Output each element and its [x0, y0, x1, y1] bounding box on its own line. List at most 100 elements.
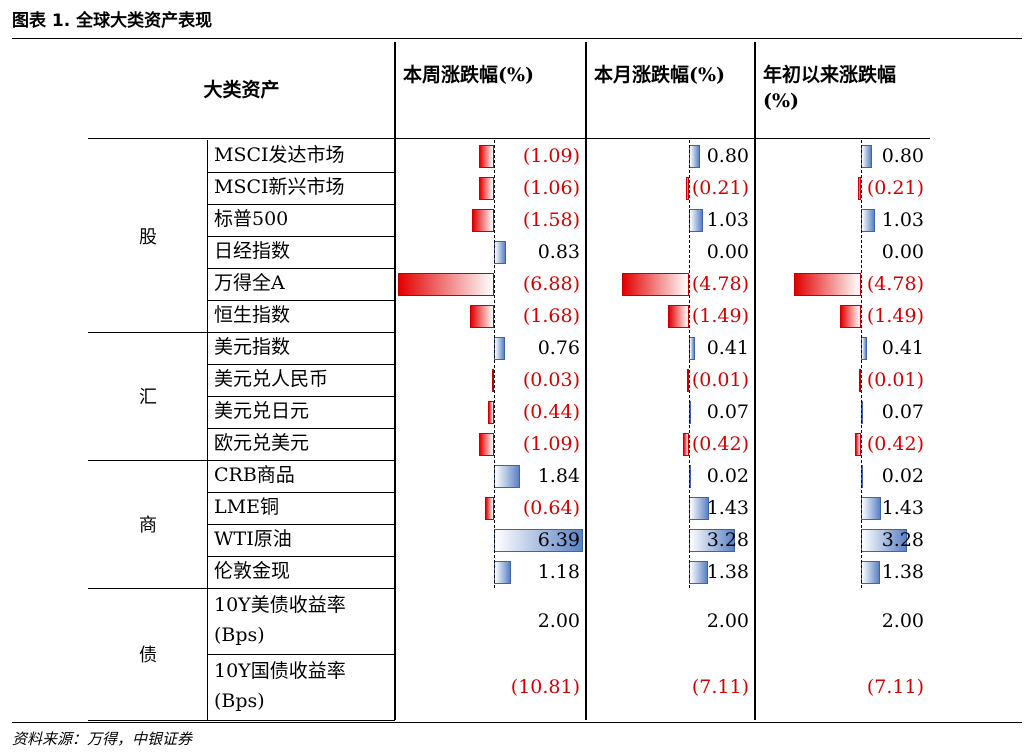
- value-cell-month: (4.78): [691, 273, 749, 295]
- row-label: 欧元兑美元: [214, 432, 310, 454]
- header-week: 本周涨跌幅(%): [403, 64, 535, 86]
- group-label: 债: [139, 645, 157, 666]
- data-bar: [683, 433, 689, 456]
- row-label: 美元兑日元: [214, 400, 310, 422]
- figure-title: 图表 1. 全球大类资产表现: [12, 11, 213, 31]
- value-cell-week: (1.09): [522, 433, 580, 455]
- value-cell-week: (0.64): [522, 497, 580, 519]
- group-divider: [88, 588, 208, 589]
- value-cell-month: (7.11): [691, 676, 749, 698]
- row-label: 美元指数: [214, 336, 291, 358]
- row-divider: [208, 332, 395, 333]
- value-cell-ytd: 3.28: [881, 529, 924, 551]
- column-separator: [585, 42, 587, 720]
- row-divider: [208, 460, 395, 461]
- value-cell-month: (0.21): [691, 177, 749, 199]
- value-cell-month: 2.00: [706, 610, 749, 632]
- column-separator: [394, 42, 396, 720]
- row-divider: [208, 492, 395, 493]
- zero-axis: [494, 140, 495, 588]
- value-cell-ytd: (0.42): [866, 433, 924, 455]
- value-cell-month: 1.03: [706, 209, 749, 231]
- data-bar: [622, 273, 689, 296]
- row-divider: [208, 588, 395, 589]
- value-cell-ytd: 0.02: [881, 465, 924, 487]
- value-cell-week: 6.39: [537, 529, 580, 551]
- data-bar: [686, 177, 689, 200]
- column-separator: [754, 42, 756, 720]
- value-cell-month: 0.80: [706, 145, 749, 167]
- value-cell-ytd: 0.07: [881, 401, 924, 423]
- value-cell-week: (1.68): [522, 305, 580, 327]
- data-bar: [487, 401, 494, 424]
- value-cell-month: (0.42): [691, 433, 749, 455]
- value-cell-week: (1.09): [522, 145, 580, 167]
- title-rule: [12, 38, 1022, 39]
- value-cell-ytd: (7.11): [866, 676, 924, 698]
- row-label: MSCI新兴市场: [214, 176, 345, 198]
- value-cell-week: 1.84: [537, 465, 580, 487]
- header-rule: [88, 138, 930, 139]
- value-cell-ytd: 1.03: [881, 209, 924, 231]
- row-label: LME铜: [214, 496, 279, 518]
- data-bar: [855, 433, 861, 456]
- value-cell-ytd: (0.21): [866, 177, 924, 199]
- value-cell-ytd: (1.49): [866, 305, 924, 327]
- value-cell-ytd: (4.78): [866, 273, 924, 295]
- value-cell-week: 2.00: [537, 610, 580, 632]
- value-cell-month: (1.49): [691, 305, 749, 327]
- data-bar: [397, 273, 494, 296]
- data-bar: [687, 369, 689, 392]
- group-divider: [88, 332, 208, 333]
- data-bar: [859, 369, 861, 392]
- data-bar: [478, 433, 494, 456]
- value-cell-week: (0.03): [522, 369, 580, 391]
- value-cell-ytd: 1.38: [881, 561, 924, 583]
- row-label: 日经指数: [214, 240, 291, 262]
- value-cell-ytd: (0.01): [866, 369, 924, 391]
- group-divider: [88, 460, 208, 461]
- row-divider: [208, 428, 395, 429]
- row-label: 恒生指数: [214, 304, 291, 326]
- header-asset: 大类资产: [203, 79, 280, 101]
- group-label: 商: [139, 515, 157, 536]
- row-label: CRB商品: [214, 464, 295, 486]
- data-bar: [485, 497, 494, 520]
- group-label: 股: [139, 227, 157, 248]
- header-ytd: 年初以来涨跌幅(%): [763, 64, 897, 112]
- value-cell-week: (10.81): [510, 676, 580, 698]
- data-bar: [840, 305, 861, 328]
- value-cell-ytd: 0.00: [881, 241, 924, 263]
- row-label: 10Y国债收益率(Bps): [214, 660, 346, 712]
- row-divider: [208, 268, 395, 269]
- data-bar: [858, 177, 861, 200]
- zero-axis: [689, 140, 690, 588]
- value-cell-month: 3.28: [706, 529, 749, 551]
- value-cell-month: 1.38: [706, 561, 749, 583]
- group-label: 汇: [139, 387, 157, 408]
- row-label: 万得全A: [214, 272, 285, 294]
- value-cell-week: (0.44): [522, 401, 580, 423]
- group-divider: [88, 720, 208, 721]
- value-cell-month: 0.02: [706, 465, 749, 487]
- row-divider: [208, 204, 395, 205]
- value-cell-week: 0.83: [537, 241, 580, 263]
- value-cell-week: (6.88): [522, 273, 580, 295]
- value-cell-ytd: 2.00: [881, 610, 924, 632]
- row-divider: [208, 300, 395, 301]
- row-divider: [208, 236, 395, 237]
- value-cell-ytd: 0.41: [881, 337, 924, 359]
- value-cell-week: 1.18: [537, 561, 580, 583]
- row-divider: [208, 396, 395, 397]
- row-divider: [208, 556, 395, 557]
- row-label: 10Y美债收益率(Bps): [214, 594, 346, 646]
- value-cell-month: 0.41: [706, 337, 749, 359]
- value-cell-month: 0.07: [706, 401, 749, 423]
- bottom-rule: [12, 722, 1022, 723]
- data-bar: [794, 273, 861, 296]
- value-cell-week: (1.58): [522, 209, 580, 231]
- data-bar: [471, 209, 494, 232]
- value-cell-week: (1.06): [522, 177, 580, 199]
- data-bar: [478, 145, 494, 168]
- data-bar: [668, 305, 689, 328]
